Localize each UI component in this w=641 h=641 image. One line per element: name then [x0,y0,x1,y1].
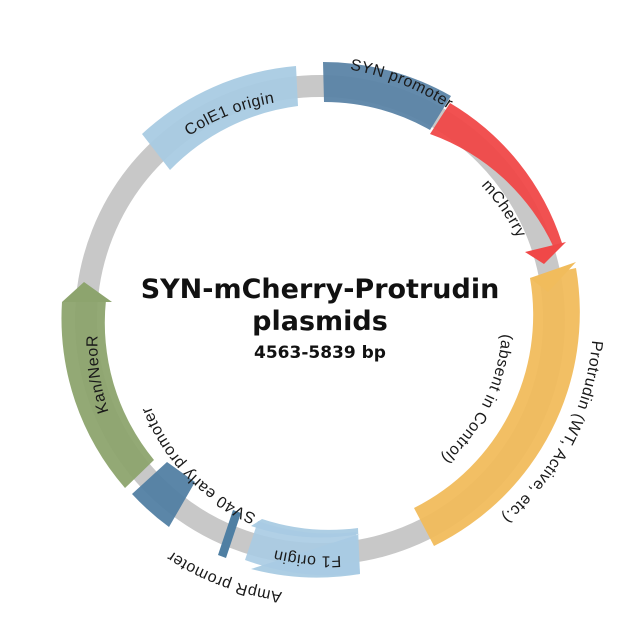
kan-neor-segment [61,300,154,488]
protrudin-arrowhead [530,262,576,292]
ampr-promoter-segment [218,510,241,558]
plasmid-title: SYN-mCherry-Protrudin [141,274,500,305]
plasmid-subtitle: plasmids [252,306,388,337]
syn-promoter-segment [323,62,451,130]
plasmid-size: 4563-5839 bp [254,343,386,363]
sv40-promoter-segment [132,462,195,527]
cole1-origin-segment [142,66,298,170]
mcherry-segment [430,103,562,248]
f1-origin-band [245,521,360,576]
mcherry-arrowhead [525,242,566,264]
kan-neor-arrowhead [62,282,112,302]
protrudin-segment [414,268,580,546]
